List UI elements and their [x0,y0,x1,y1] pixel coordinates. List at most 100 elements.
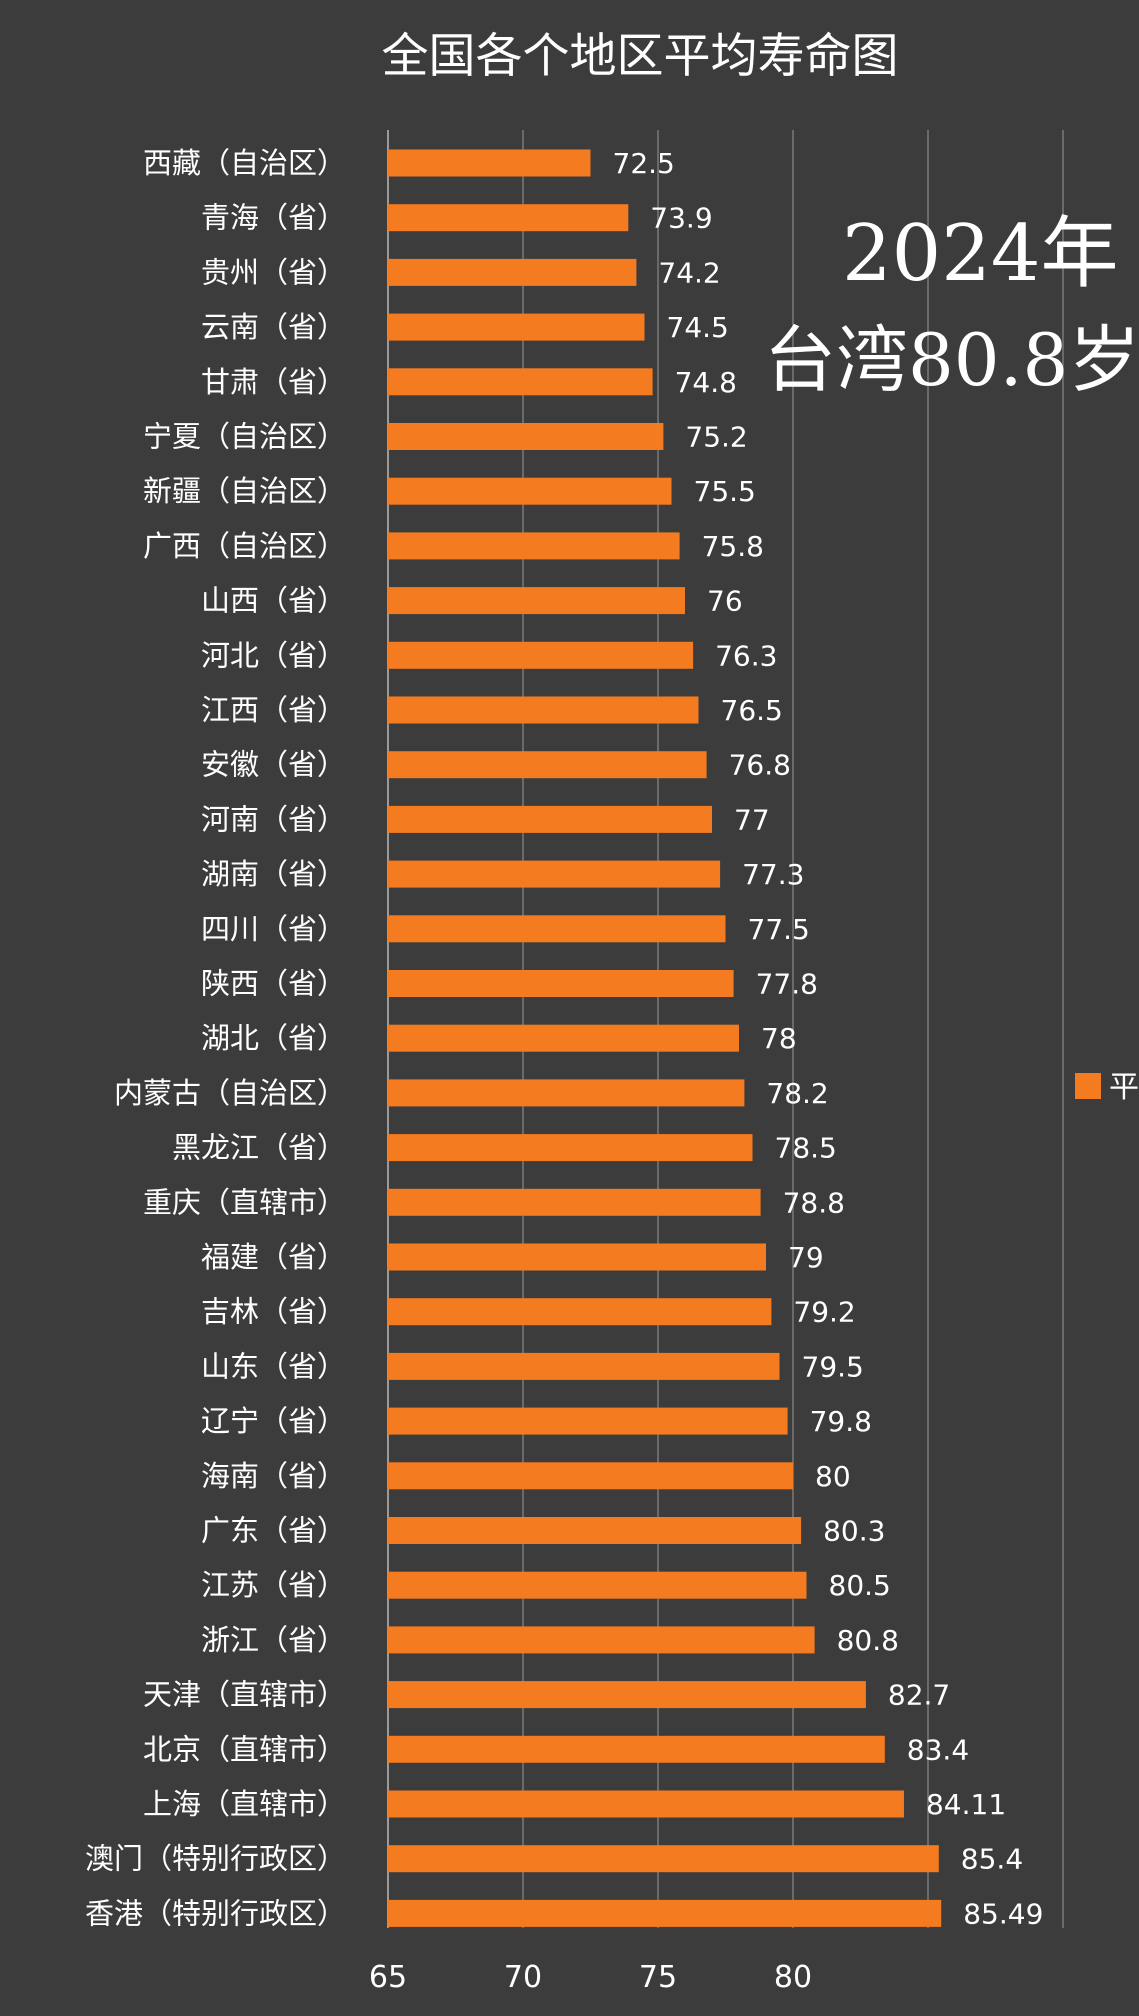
category-label-7: 广西（自治区） [143,529,346,563]
bar-24 [388,1462,793,1490]
category-label-6: 新疆（自治区） [143,474,346,508]
bar-11 [388,751,707,779]
value-label-20: 79 [788,1241,824,1274]
value-label-9: 76.3 [715,639,777,672]
x-tick-75: 75 [639,1960,677,1995]
bar-23 [388,1407,788,1435]
category-label-21: 吉林（省） [201,1295,346,1329]
chart-title: 全国各个地区平均寿命图 [382,29,899,84]
bar-16 [388,1024,739,1052]
bar-32 [388,1899,942,1927]
bar-13 [388,860,721,888]
value-label-24: 80 [815,1460,851,1493]
bar-7 [388,532,680,560]
value-label-26: 80.5 [829,1569,891,1602]
category-label-32: 香港（特别行政区） [85,1896,346,1930]
value-label-11: 76.8 [729,749,791,782]
bar-14 [388,915,726,943]
bar-15 [388,970,734,997]
ticks-layer: 65 70 75 80 [369,1960,812,1995]
category-label-11: 安徽（省） [201,748,346,782]
value-label-21: 79.2 [793,1296,855,1329]
value-label-8: 76 [707,585,743,618]
value-label-28: 82.7 [888,1679,950,1712]
bar-9 [388,641,694,669]
bar-28 [388,1681,866,1709]
category-label-3: 云南（省） [201,310,346,344]
bar-10 [388,696,699,724]
category-label-27: 浙江（省） [201,1623,346,1657]
bar-29 [388,1735,885,1763]
bar-30 [388,1790,904,1818]
category-label-28: 天津（直辖市） [143,1678,346,1712]
category-label-24: 海南（省） [201,1459,346,1493]
value-label-19: 78.8 [783,1186,845,1219]
value-label-22: 79.5 [802,1350,864,1383]
value-label-17: 78.2 [766,1077,828,1110]
bar-26 [388,1571,807,1599]
bar-21 [388,1298,772,1326]
category-label-9: 河北（省） [201,638,346,672]
value-label-5: 75.2 [685,421,747,454]
overlay-taiwan: 台湾80.8岁 [764,318,1139,402]
category-label-16: 湖北（省） [201,1021,346,1055]
bar-6 [388,477,672,505]
category-label-29: 北京（直辖市） [143,1732,346,1766]
category-label-25: 广东（省） [201,1514,346,1548]
bar-3 [388,313,645,341]
value-label-10: 76.5 [721,694,783,727]
bar-22 [388,1352,780,1380]
value-label-13: 77.3 [742,858,804,891]
value-label-12: 77 [734,803,770,836]
value-label-32: 85.49 [963,1897,1043,1930]
value-label-25: 80.3 [823,1515,885,1548]
bar-4 [388,368,653,396]
bar-2 [388,258,637,286]
value-label-18: 78.5 [775,1132,837,1165]
value-label-6: 75.5 [694,475,756,508]
bar-20 [388,1243,766,1271]
value-label-7: 75.8 [702,530,764,563]
value-label-14: 77.5 [748,913,810,946]
x-tick-70: 70 [504,1960,542,1995]
category-label-8: 山西（省） [201,584,346,618]
bar-17 [388,1079,745,1107]
bar-27 [388,1626,815,1654]
category-label-22: 山东（省） [201,1349,346,1383]
category-label-17: 内蒙古（自治区） [114,1076,346,1110]
value-label-15: 77.8 [756,968,818,1001]
value-label-16: 78 [761,1022,797,1055]
category-label-31: 澳门（特别行政区） [85,1842,346,1876]
x-tick-80: 80 [774,1960,812,1995]
category-label-30: 上海（直辖市） [143,1787,346,1821]
value-label-23: 79.8 [810,1405,872,1438]
value-label-4: 74.8 [675,366,737,399]
bar-18 [388,1134,753,1162]
category-label-5: 宁夏（自治区） [143,420,346,454]
legend-swatch [1075,1073,1101,1099]
category-label-20: 福建（省） [201,1240,346,1274]
bar-5 [388,423,664,450]
bar-19 [388,1188,761,1216]
value-label-0: 72.5 [613,147,675,180]
bar-31 [388,1845,939,1873]
bar-8 [388,587,685,615]
bar-0 [388,149,591,177]
value-label-27: 80.8 [837,1624,899,1657]
value-label-1: 73.9 [650,202,712,235]
category-label-26: 江苏（省） [201,1568,346,1602]
x-tick-65: 65 [369,1960,407,1995]
category-label-2: 贵州（省） [201,255,346,289]
category-label-0: 西藏（自治区） [143,146,346,180]
value-label-3: 74.5 [667,311,729,344]
category-label-13: 湖南（省） [201,857,346,891]
value-label-2: 74.2 [658,256,720,289]
category-label-14: 四川（省） [201,912,346,946]
bars-layer [388,149,942,1927]
legend-label: 平 [1109,1070,1139,1105]
category-label-1: 青海（省） [201,201,346,235]
category-label-12: 河南（省） [201,802,346,836]
value-label-29: 83.4 [907,1733,969,1766]
bar-25 [388,1517,802,1544]
